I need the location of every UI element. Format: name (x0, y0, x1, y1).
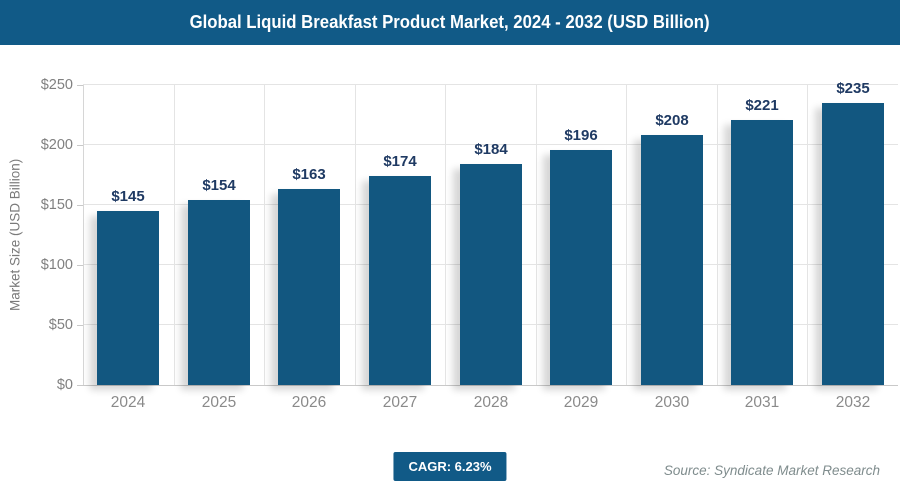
bar (731, 119, 793, 385)
bar (278, 189, 340, 385)
y-tick-label: $150 (40, 197, 73, 213)
bar-value-label: $145 (111, 188, 145, 205)
x-tick-label: 2029 (563, 394, 599, 411)
bar (369, 176, 431, 385)
bar (641, 135, 703, 385)
x-tick-label: 2024 (110, 394, 146, 411)
x-tick-label: 2031 (744, 394, 780, 411)
x-tick-label: 2032 (835, 394, 871, 411)
bar (460, 164, 522, 385)
x-tick-label: 2026 (291, 394, 327, 411)
source-credit: Source: Syndicate Market Research (663, 463, 880, 478)
y-axis-tick (77, 385, 83, 386)
y-axis-tick (77, 85, 83, 86)
y-axis-tick (77, 265, 83, 266)
bar-value-label: $174 (383, 153, 417, 171)
x-axis-line (83, 385, 898, 386)
x-tick-label: 2027 (382, 394, 418, 411)
gridline-v (626, 85, 627, 385)
gridline-v (355, 85, 356, 385)
bar-value-label: $235 (836, 80, 870, 97)
y-tick-label: $200 (40, 137, 73, 153)
cagr-badge: CAGR: 6.23% (393, 452, 507, 481)
y-axis-line (83, 85, 84, 385)
gridline-v (536, 85, 537, 385)
bar (822, 103, 884, 385)
y-axis-tick (77, 205, 83, 206)
x-tick-label: 2030 (654, 394, 690, 411)
bar-value-label: $221 (745, 96, 779, 114)
gridline-v (807, 85, 808, 385)
x-tick-label: 2028 (473, 394, 509, 411)
bar-value-label: $163 (292, 166, 326, 184)
y-axis-tick (77, 145, 83, 146)
chart-title-bar: Global Liquid Breakfast Product Market, … (0, 0, 900, 45)
gridline-h (83, 84, 898, 85)
gridline-v (264, 85, 265, 385)
bar (97, 211, 159, 385)
bar-value-label: $208 (655, 112, 689, 130)
gridline-v (445, 85, 446, 385)
gridline-h (83, 144, 898, 145)
y-axis-title: Market Size (USD Billion) (7, 158, 23, 312)
bar-value-label: $196 (564, 126, 598, 144)
bar-value-label: $154 (202, 177, 236, 195)
chart-title: Global Liquid Breakfast Product Market, … (189, 12, 710, 32)
y-tick-label: $250 (40, 77, 73, 93)
y-tick-label: $50 (48, 317, 73, 333)
gridline-v (174, 85, 175, 385)
bar (550, 149, 612, 385)
bar-value-label: $184 (474, 141, 508, 159)
bar (188, 200, 250, 385)
bar-chart-plot-area: $0 $50 $100 $150 $200 $250 $145 2024 $154 2025 $16… (41, 77, 898, 411)
y-axis-tick (77, 325, 83, 326)
gridline-v (717, 85, 718, 385)
y-tick-label: $0 (56, 377, 73, 393)
y-tick-label: $100 (40, 257, 73, 273)
x-tick-label: 2025 (201, 394, 237, 411)
